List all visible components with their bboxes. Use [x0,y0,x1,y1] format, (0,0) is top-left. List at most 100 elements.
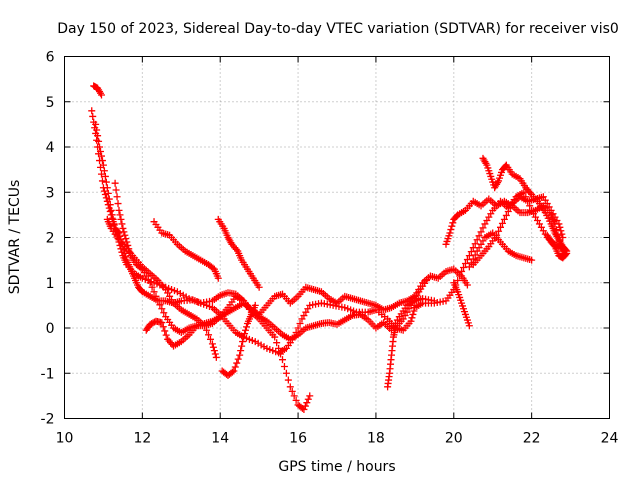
data-point [122,235,130,243]
data-point [93,126,101,134]
x-tick-labels: 10 12 14 16 18 20 22 24 [56,431,619,447]
data-point [159,323,167,331]
series-track-12 [479,154,571,255]
data-point [97,91,105,99]
data-point [116,211,124,219]
data-point [121,231,129,239]
data-point [158,319,166,327]
series-track-13 [450,279,473,330]
data-point [101,172,109,180]
data-point [304,395,312,403]
data-point [563,249,571,257]
data-point [409,310,417,318]
data-point [290,392,298,400]
data-point [562,250,570,258]
y-axis-label: SDTVAR / TECUs [7,180,23,295]
x-tick-label: 12 [133,431,151,447]
series-track-8 [214,215,263,291]
data-point [241,330,249,338]
data-point [237,347,245,355]
data-point [98,157,106,165]
data-point [100,167,108,175]
data-point [303,399,311,407]
data-point [234,355,242,363]
data-point [205,331,213,339]
y-tick-label: 0 [46,321,55,337]
data-point [231,363,239,371]
data-point [559,234,567,241]
data-point [214,274,222,282]
data-point [294,324,302,332]
data-point [528,256,536,264]
series-track-15 [469,193,567,269]
data-point [288,387,296,395]
series-track-7 [150,218,222,282]
data-point [96,143,104,151]
data-point [102,178,110,186]
data-point [477,228,485,236]
data-point [473,236,481,244]
data-point [114,200,122,208]
data-point [160,309,168,317]
y-tick-label: 2 [46,231,55,247]
data-point [493,231,501,239]
data-point [107,206,115,214]
data-point [423,276,431,284]
data-point [156,301,164,309]
data-point [286,383,294,391]
data-point [208,340,216,348]
x-tick-label: 14 [211,431,229,447]
data-point [99,161,107,169]
data-point [502,211,510,219]
data-point [479,224,487,232]
data-point [448,222,456,230]
data-point [228,368,236,376]
data-point [238,342,246,350]
data-point [471,251,479,259]
data-point [120,228,128,236]
data-point [106,201,114,209]
data-point [209,343,217,351]
data-point [242,326,250,334]
series-track-16 [543,231,571,262]
data-point [154,297,162,305]
data-point [271,333,279,341]
data-point [279,356,286,364]
data-point [449,219,457,227]
x-tick-label: 18 [367,431,385,447]
x-tick-label: 20 [445,431,463,447]
x-tick-label: 16 [289,431,307,447]
y-tick-label: 4 [46,140,55,156]
data-point [146,279,154,287]
x-axis-label: GPS time / hours [278,459,395,475]
data-point [300,405,308,413]
data-point [292,396,300,404]
data-point [469,244,477,252]
x-tick-label: 10 [56,431,74,447]
data-point [89,112,97,120]
data-point [465,252,473,260]
data-point [296,319,304,327]
data-point [273,339,281,347]
data-point [301,402,309,410]
data-point [506,204,514,212]
y-tick-label: -1 [41,366,55,382]
data-point [103,184,111,192]
series-track-5 [103,215,220,361]
y-tick-labels: -2 -1 0 1 2 3 4 5 6 [41,50,55,428]
data-point [161,327,169,335]
data-point [123,238,131,246]
data-point [117,245,125,253]
data-point [95,137,103,145]
data-point [467,248,475,256]
data-point [206,335,214,343]
data-point [158,305,166,313]
data-point [104,189,112,197]
data-point [460,263,468,271]
data-point [97,148,105,156]
data-point [112,186,120,194]
data-point [430,297,438,305]
chart-title: Day 150 of 2023, Sidereal Day-to-day VTE… [57,21,619,37]
data-point [118,248,126,256]
data-point [447,226,455,234]
